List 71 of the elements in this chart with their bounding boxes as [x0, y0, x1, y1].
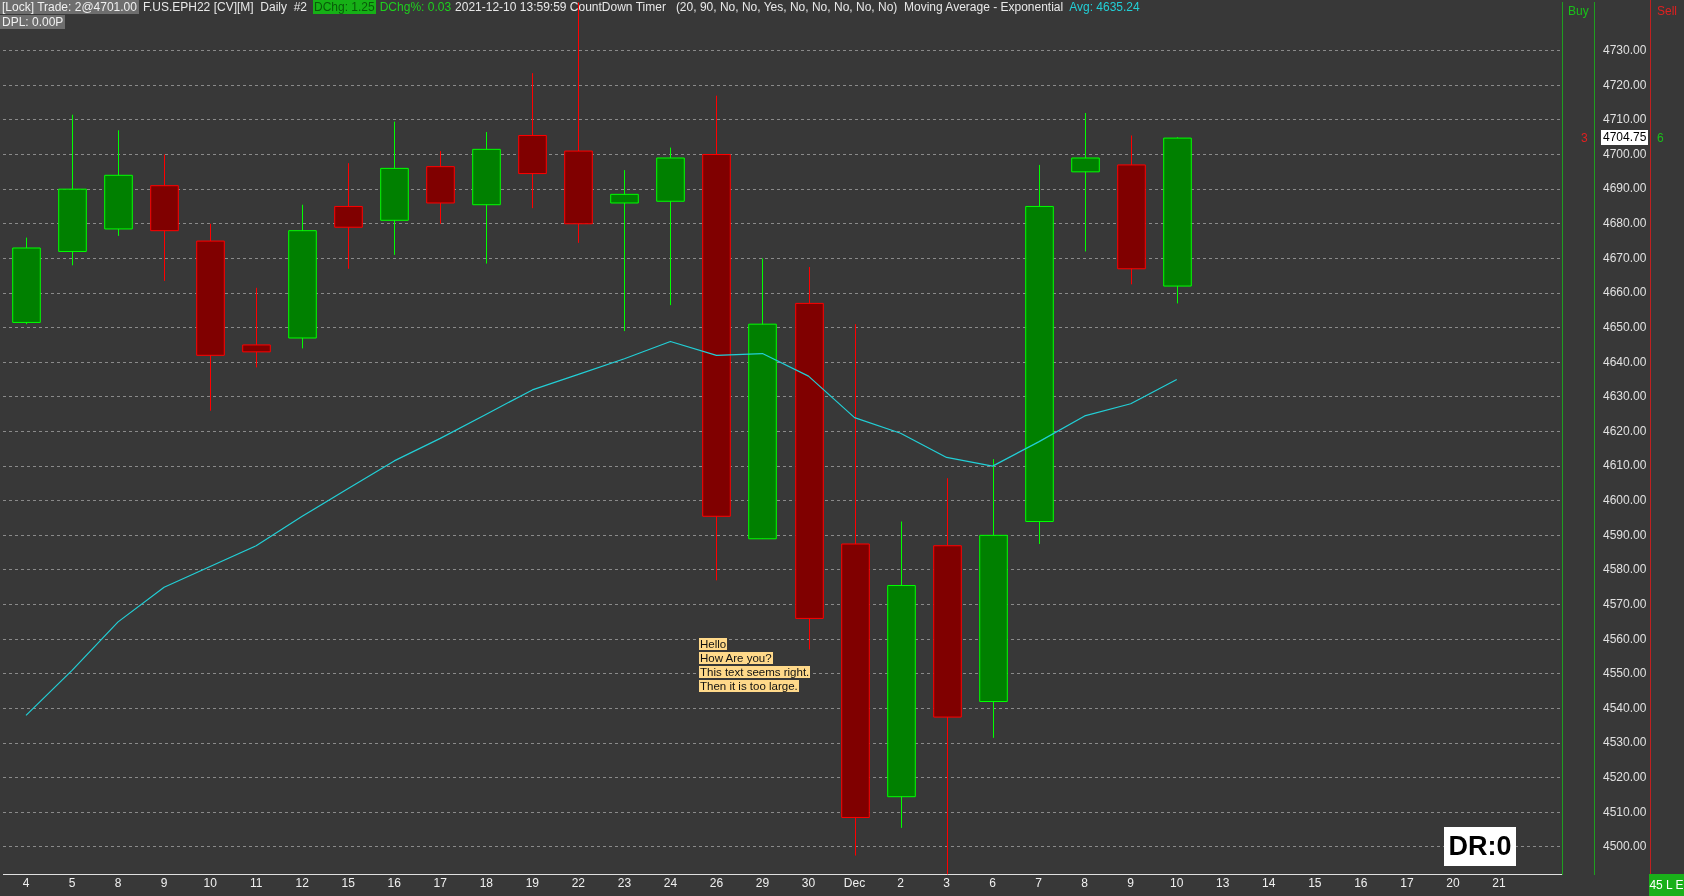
- x-tick-label: 16: [387, 876, 402, 891]
- y-tick-label: 4580.00: [1603, 562, 1647, 577]
- x-tick-label: 14: [1262, 876, 1276, 891]
- text: 6: [1657, 131, 1664, 145]
- x-tick-label: 10: [1170, 876, 1184, 891]
- y-tick-label: 4640.00: [1603, 354, 1647, 369]
- y-tick-label: 4700.00: [1603, 146, 1647, 161]
- y-tick-label: 4680.00: [1603, 216, 1647, 231]
- annotation: DR:0: [1444, 827, 1516, 866]
- x-tick-label: 10: [203, 876, 218, 891]
- x-tick-label: 17: [433, 876, 448, 891]
- x-tick-label: 24: [663, 876, 678, 891]
- x-tick-label: 20: [1446, 876, 1460, 891]
- y-tick-label: 4570.00: [1603, 596, 1647, 611]
- x-tick-label: 7: [1035, 876, 1043, 891]
- annotation: DChg: 1.25: [313, 0, 376, 14]
- y-tick-label: 4590.00: [1603, 527, 1647, 542]
- y-tick-label: 4660.00: [1603, 285, 1647, 300]
- y-tick-label: 4710.00: [1603, 112, 1647, 127]
- x-tick-label: 6: [989, 876, 997, 891]
- x-tick-label: 26: [709, 876, 724, 891]
- x-tick-label: 4: [22, 876, 30, 891]
- x-tick-label: 8: [1081, 876, 1089, 891]
- text: Buy: [1568, 4, 1589, 18]
- y-tick-label: 4630.00: [1603, 389, 1647, 404]
- y-tick-label: 4550.00: [1603, 666, 1647, 681]
- y-tick-label: 4620.00: [1603, 423, 1647, 438]
- x-tick-label: 8: [114, 876, 122, 891]
- x-tick-label: 3: [943, 876, 951, 891]
- y-tick-label: 4670.00: [1603, 250, 1647, 265]
- text: 45 L E: [1649, 874, 1684, 896]
- y-tick-label: 4730.00: [1603, 42, 1647, 57]
- y-tick-label: 4510.00: [1603, 804, 1647, 819]
- y-tick-label: 4690.00: [1603, 181, 1647, 196]
- annotation: DChg%: 0.03: [379, 0, 452, 14]
- x-tick-label: 15: [1308, 876, 1322, 891]
- annotation: DPL: 0.00P: [0, 15, 66, 29]
- x-tick-label: 16: [1354, 876, 1368, 891]
- chart-title: [Lock] Trade: 2@4701.00: [0, 0, 139, 14]
- x-tick-label: 9: [1127, 876, 1135, 891]
- x-tick-label: 18: [479, 876, 494, 891]
- y-tick-label: 4560.00: [1603, 631, 1647, 646]
- x-tick-label: 23: [617, 876, 632, 891]
- y-tick-label: 4540.00: [1603, 700, 1647, 715]
- y-tick-label: 4610.00: [1603, 458, 1647, 473]
- x-tick-label: 19: [525, 876, 540, 891]
- annotation: F.US.EPH22 [CV][M] Daily #2: [142, 0, 307, 14]
- y-tick-label: 4650.00: [1603, 319, 1647, 334]
- annotation: Hello How Are you? This text seems right. Then it is too large.: [699, 638, 811, 692]
- y-tick-label: 4500.00: [1603, 839, 1647, 854]
- y-tick-label: 4600.00: [1603, 493, 1647, 508]
- x-tick-label: 13: [1216, 876, 1230, 891]
- x-tick-label: 29: [755, 876, 770, 891]
- text: Sell: [1657, 4, 1678, 18]
- text: 4704.75: [1601, 130, 1649, 145]
- y-tick-label: 4520.00: [1603, 769, 1647, 784]
- x-tick-label: 2: [897, 876, 905, 891]
- y-tick-label: 4720.00: [1603, 77, 1647, 92]
- y-tick-label: 4530.00: [1603, 735, 1647, 750]
- x-tick-label: 22: [571, 876, 586, 891]
- x-tick-label: 17: [1400, 876, 1414, 891]
- x-tick-label: 9: [160, 876, 168, 891]
- annotation: Avg: 4635.24: [1069, 0, 1140, 14]
- x-tick-label: 15: [341, 876, 356, 891]
- x-tick-label: 11: [249, 876, 263, 891]
- x-tick-label: Dec: [843, 876, 866, 891]
- x-tick-label: 30: [801, 876, 816, 891]
- x-tick-label: 21: [1492, 876, 1506, 891]
- x-tick-label: 12: [295, 876, 310, 891]
- text: 3: [1581, 131, 1588, 145]
- x-tick-label: 5: [68, 876, 76, 891]
